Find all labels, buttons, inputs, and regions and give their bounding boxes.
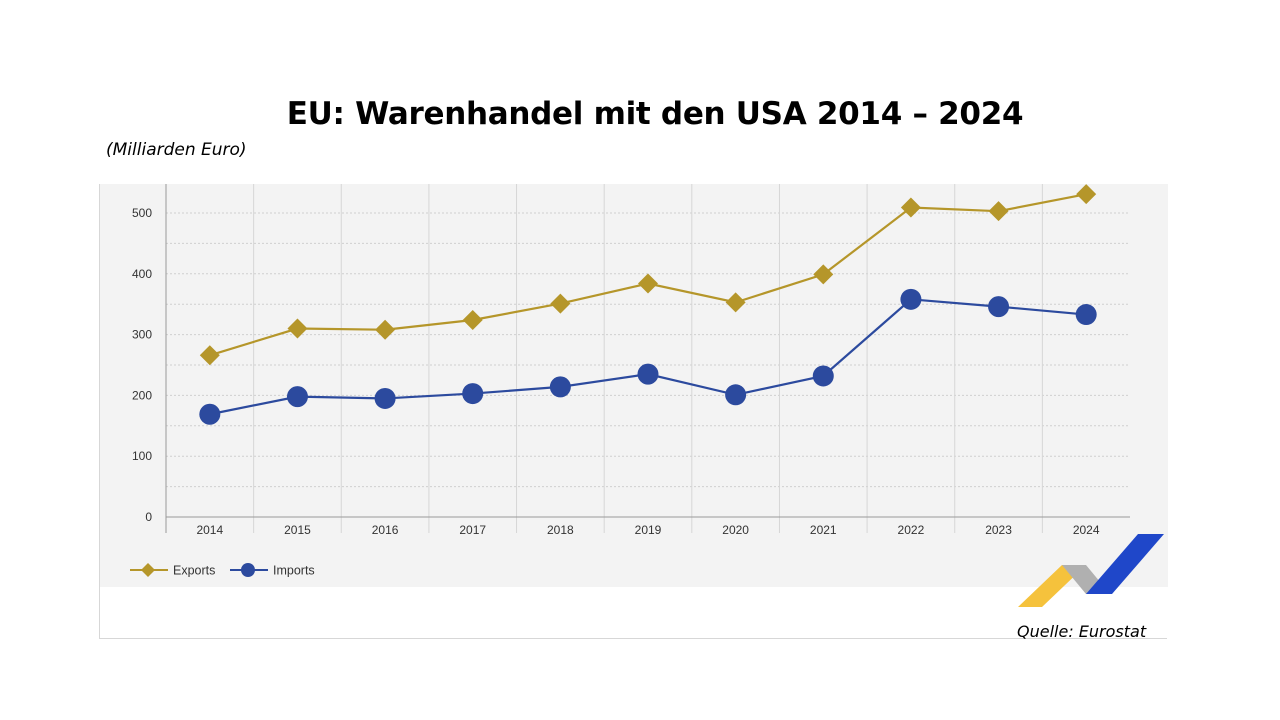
plot-background — [100, 184, 1168, 587]
x-tick-label: 2014 — [196, 523, 223, 537]
x-tick-label: 2016 — [372, 523, 399, 537]
imports-point — [988, 296, 1010, 318]
imports-point — [462, 383, 484, 405]
x-tick-label: 2023 — [985, 523, 1012, 537]
imports-point — [549, 376, 571, 398]
x-tick-label: 2022 — [898, 523, 925, 537]
exports-point — [462, 310, 483, 331]
exports-point — [287, 318, 308, 339]
exports-point — [900, 197, 921, 218]
imports-point — [1075, 304, 1097, 326]
y-tick-label: 100 — [132, 449, 152, 463]
logo-blue-stroke — [1086, 534, 1164, 594]
x-tick-label: 2019 — [635, 523, 662, 537]
brand-logo — [1018, 534, 1164, 607]
y-tick-label: 400 — [132, 267, 152, 281]
x-tick-label: 2024 — [1073, 523, 1100, 537]
exports-point — [199, 345, 220, 366]
exports-legend-marker — [141, 563, 155, 577]
exports-point — [550, 293, 571, 314]
imports-legend-marker — [241, 563, 255, 577]
y-tick-label: 0 — [145, 510, 152, 524]
y-tick-label: 200 — [132, 388, 152, 402]
chart-title: EU: Warenhandel mit den USA 2014 – 2024 — [286, 96, 1024, 132]
exports-point — [813, 264, 834, 285]
imports-point — [199, 403, 221, 425]
x-tick-label: 2015 — [284, 523, 311, 537]
y-tick-label: 500 — [132, 206, 152, 220]
logo-yellow-stroke — [1018, 565, 1086, 607]
imports-point — [900, 288, 922, 310]
imports-point — [725, 384, 747, 406]
exports-point — [638, 273, 658, 294]
exports-legend-label: Exports — [173, 564, 215, 578]
y-tick-label: 300 — [132, 328, 152, 342]
exports-point — [1076, 184, 1097, 205]
x-tick-label: 2020 — [722, 523, 749, 537]
x-tick-label: 2021 — [810, 523, 837, 537]
exports-point — [375, 319, 396, 340]
exports-point — [725, 292, 746, 313]
imports-point — [637, 363, 659, 385]
y-unit-label: (Milliarden Euro) — [106, 140, 247, 160]
line-chart: 0 100 200 300 400 500 2014 2015 2016 2017 2018 2019… — [100, 184, 1168, 587]
x-tick-label: 2018 — [547, 523, 574, 537]
imports-point — [374, 387, 396, 409]
x-tick-label: 2017 — [459, 523, 486, 537]
exports-point — [988, 201, 1009, 222]
source-note: Quelle: Eurostat — [1017, 622, 1147, 641]
imports-point — [286, 386, 308, 408]
imports-point — [812, 365, 834, 387]
imports-legend-label: Imports — [273, 564, 315, 578]
chart-frame: 0 100 200 300 400 500 2014 2015 2016 2017 2018 2019… — [99, 184, 1168, 639]
